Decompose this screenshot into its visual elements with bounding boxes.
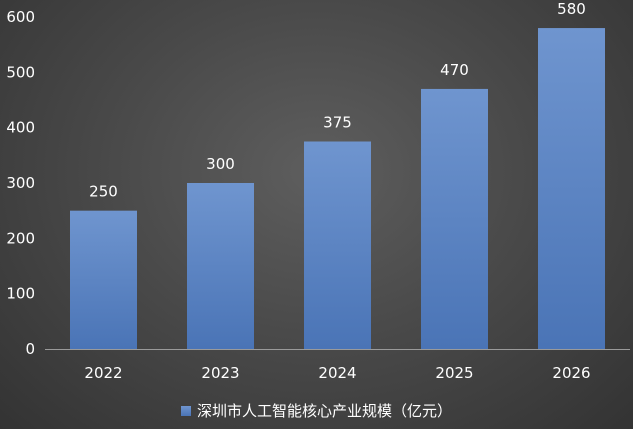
legend-swatch [180, 405, 191, 416]
y-tick-label-200: 200 [6, 229, 35, 247]
bar-2022 [70, 210, 137, 349]
y-axis-tick-labels: 0 100 200 300 400 500 600 [6, 8, 35, 358]
bar-2026 [538, 28, 605, 350]
y-tick-label-500: 500 [6, 63, 35, 81]
y-tick-label-100: 100 [6, 285, 35, 303]
y-tick-label-0: 0 [25, 340, 35, 358]
data-label-2023: 300 [206, 155, 235, 173]
x-axis-tick-labels: 2022 2023 2024 2025 2026 [84, 364, 590, 382]
x-tick-label-2024: 2024 [318, 364, 356, 382]
bar-series [70, 28, 605, 350]
legend-label: 深圳市人工智能核心产业规模（亿元） [196, 402, 452, 420]
data-label-2022: 250 [89, 183, 118, 201]
x-tick-label-2025: 2025 [435, 364, 473, 382]
data-label-2024: 375 [323, 114, 352, 132]
x-tick-label-2026: 2026 [552, 364, 590, 382]
bar-2023 [187, 183, 254, 349]
data-labels: 250 300 375 470 580 [89, 0, 586, 201]
bar-2025 [421, 88, 488, 349]
data-label-2025: 470 [440, 61, 469, 79]
x-tick-label-2022: 2022 [84, 364, 122, 382]
y-tick-label-600: 600 [6, 8, 35, 26]
x-tick-label-2023: 2023 [201, 364, 239, 382]
y-tick-label-300: 300 [6, 174, 35, 192]
bar-2024 [304, 141, 371, 349]
y-tick-label-400: 400 [6, 119, 35, 137]
legend: 深圳市人工智能核心产业规模（亿元） [0, 400, 633, 421]
data-label-2026: 580 [557, 0, 586, 18]
